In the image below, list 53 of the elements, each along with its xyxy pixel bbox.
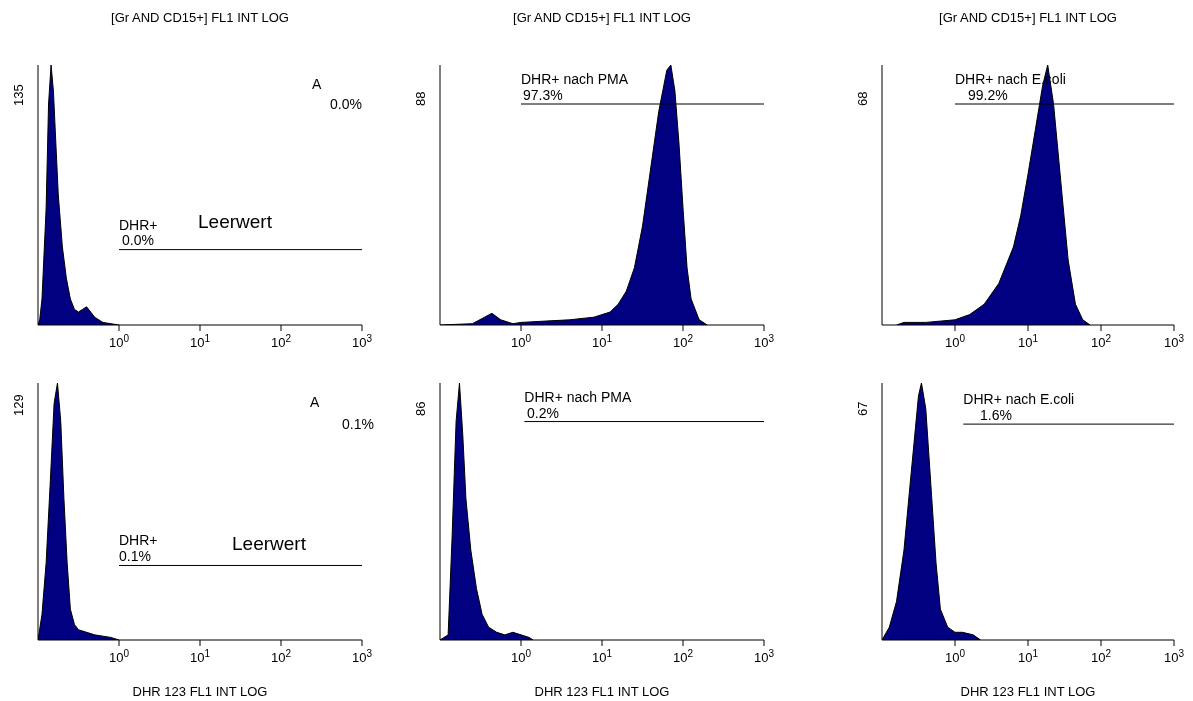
- annotation: 0.1%: [119, 548, 151, 565]
- annotation: Leerwert: [198, 211, 272, 233]
- text: 129: [11, 394, 26, 416]
- x-tick-label: 10$^{0}$: [108, 332, 130, 350]
- x-tick-label: 10$^{0}$: [944, 647, 966, 665]
- x-axis-title: DHR 123 FL1 INT LOG: [960, 684, 1096, 699]
- series-label: DHR+ nach PMA: [524, 388, 632, 405]
- series-label: DHR+: [119, 216, 158, 233]
- x-tick-label: 10$^{3}$: [753, 332, 775, 350]
- annotation: 97.3%: [523, 87, 563, 104]
- x-tick-label: 10$^{1}$: [189, 647, 211, 665]
- x-tick-label: 10$^{3}$: [753, 647, 775, 665]
- annotation: A: [310, 394, 320, 411]
- series-label: DHR+: [119, 532, 158, 549]
- x-tick-label: 10$^{2}$: [270, 332, 292, 350]
- text: 86: [413, 401, 428, 416]
- x-tick-label: 10$^{0}$: [510, 647, 532, 665]
- chart-title: [Gr AND CD15+] FL1 INT LOG: [512, 10, 692, 25]
- x-tick-label: 10$^{2}$: [1090, 332, 1112, 350]
- x-tick-label: 10$^{2}$: [672, 647, 694, 665]
- x-tick-label: 10$^{0}$: [944, 332, 966, 350]
- x-tick-label: 10$^{2}$: [1090, 647, 1112, 665]
- x-tick-label: 10$^{3}$: [351, 332, 373, 350]
- annotation: 0.0%: [330, 96, 362, 113]
- x-tick-label: 10$^{3}$: [351, 647, 373, 665]
- x-tick-label: 10$^{1}$: [189, 332, 211, 350]
- text: 135: [11, 84, 26, 106]
- x-tick-label: 10$^{1}$: [1017, 647, 1039, 665]
- annotation: 99.2%: [968, 87, 1008, 104]
- annotation: 0.1%: [342, 416, 374, 433]
- annotation: A: [312, 76, 322, 93]
- x-axis-title: DHR 123 FL1 INT LOG: [132, 684, 268, 699]
- series-label: DHR+ nach E.coli: [963, 391, 1075, 408]
- annotation: 0.2%: [527, 405, 559, 422]
- x-tick-label: 10$^{1}$: [1017, 332, 1039, 350]
- x-tick-label: 10$^{0}$: [510, 332, 532, 350]
- annotation: Leerwert: [232, 533, 306, 555]
- text: 67: [855, 401, 870, 416]
- text: 68: [855, 91, 870, 106]
- chart-title: [Gr AND CD15+] FL1 INT LOG: [938, 10, 1118, 25]
- x-tick-label: 10$^{1}$: [591, 647, 613, 665]
- chart-title: [Gr AND CD15+] FL1 INT LOG: [110, 10, 290, 25]
- annotation: 1.6%: [980, 407, 1012, 424]
- annotation: 0.0%: [122, 232, 154, 249]
- x-tick-label: 10$^{1}$: [591, 332, 613, 350]
- x-tick-label: 10$^{3}$: [1163, 332, 1185, 350]
- text: 88: [413, 91, 428, 106]
- x-axis-title: DHR 123 FL1 INT LOG: [534, 684, 670, 699]
- x-tick-label: 10$^{3}$: [1163, 647, 1185, 665]
- x-tick-label: 10$^{0}$: [108, 647, 130, 665]
- x-tick-label: 10$^{2}$: [672, 332, 694, 350]
- x-tick-label: 10$^{2}$: [270, 647, 292, 665]
- series-label: DHR+ nach PMA: [521, 71, 629, 87]
